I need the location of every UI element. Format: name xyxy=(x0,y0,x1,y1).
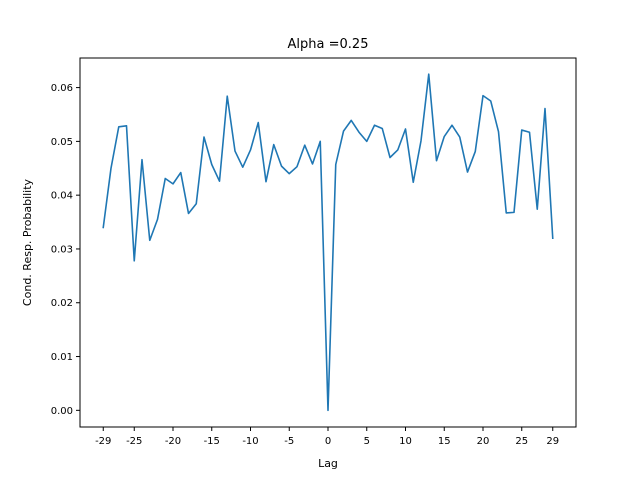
data-point xyxy=(118,126,119,127)
data-point xyxy=(451,125,452,126)
x-axis-ticks: -29 -25 -20 -15 -10 -5 0 5 10 15 20 25 29 xyxy=(95,427,559,447)
data-point xyxy=(227,96,228,97)
data-point xyxy=(521,129,522,130)
data-point xyxy=(374,125,375,126)
data-point xyxy=(475,151,476,152)
y-tick-label: 0.03 xyxy=(51,244,73,255)
data-point xyxy=(467,171,468,172)
data-point xyxy=(180,172,181,173)
x-tick-label: -25 xyxy=(126,436,142,447)
data-point xyxy=(273,144,274,145)
data-point xyxy=(103,227,104,228)
y-tick-label: 0.06 xyxy=(51,83,73,94)
data-point xyxy=(428,74,429,75)
data-point xyxy=(203,136,204,137)
data-point xyxy=(397,149,398,150)
series-layer xyxy=(102,73,554,412)
data-point xyxy=(490,100,491,101)
x-tick-label: 0 xyxy=(325,436,331,447)
y-axis-ticks: 0.00 0.01 0.02 0.03 0.04 0.05 0.06 xyxy=(51,83,80,417)
data-point xyxy=(172,183,173,184)
data-point xyxy=(513,212,514,213)
data-point xyxy=(304,145,305,146)
x-tick-label: -20 xyxy=(165,436,181,447)
data-point xyxy=(320,141,321,142)
x-tick-label: -10 xyxy=(242,436,258,447)
data-point xyxy=(149,240,150,241)
x-tick-label: 15 xyxy=(438,436,451,447)
x-axis-label: Lag xyxy=(318,457,338,470)
data-point xyxy=(188,213,189,214)
data-point xyxy=(459,136,460,137)
series-line xyxy=(102,73,554,412)
data-point xyxy=(165,178,166,179)
data-point xyxy=(413,182,414,183)
data-point xyxy=(219,181,220,182)
data-point xyxy=(289,173,290,174)
data-point xyxy=(506,212,507,213)
x-tick-label: 25 xyxy=(515,436,528,447)
data-point xyxy=(382,128,383,129)
data-point xyxy=(389,157,390,158)
data-point xyxy=(265,181,266,182)
y-tick-label: 0.01 xyxy=(51,352,73,363)
data-point xyxy=(405,128,406,129)
data-point xyxy=(258,122,259,123)
data-point xyxy=(157,219,158,220)
data-point xyxy=(134,260,135,261)
data-point xyxy=(552,238,553,239)
data-point xyxy=(544,108,545,109)
data-point xyxy=(312,163,313,164)
data-point xyxy=(327,410,328,411)
data-point xyxy=(420,140,421,141)
y-axis-label: Cond. Resp. Probability xyxy=(21,178,34,306)
data-point xyxy=(498,131,499,132)
data-point xyxy=(110,168,111,169)
y-tick-label: 0.05 xyxy=(51,137,73,148)
data-point xyxy=(250,149,251,150)
data-point xyxy=(444,136,445,137)
data-point xyxy=(343,131,344,132)
data-point xyxy=(358,132,359,133)
data-point xyxy=(234,150,235,151)
data-point xyxy=(482,95,483,96)
x-tick-label: -29 xyxy=(95,436,111,447)
data-point xyxy=(351,120,352,121)
data-point xyxy=(537,209,538,210)
y-tick-label: 0.04 xyxy=(51,191,73,202)
y-tick-label: 0.02 xyxy=(51,298,73,309)
chart-title: Alpha =0.25 xyxy=(288,37,369,52)
x-tick-label: -15 xyxy=(204,436,220,447)
x-tick-label: 29 xyxy=(546,436,559,447)
x-tick-label: -5 xyxy=(284,436,294,447)
data-point xyxy=(436,160,437,161)
data-point xyxy=(126,125,127,126)
y-tick-label: 0.00 xyxy=(51,406,73,417)
data-point xyxy=(529,132,530,133)
data-point xyxy=(296,166,297,167)
x-tick-label: 10 xyxy=(399,436,412,447)
data-point xyxy=(211,164,212,165)
x-tick-label: 20 xyxy=(477,436,490,447)
plot-area xyxy=(79,57,577,428)
data-point xyxy=(366,141,367,142)
data-point xyxy=(281,166,282,167)
x-tick-label: 5 xyxy=(364,436,370,447)
data-point xyxy=(242,167,243,168)
data-point xyxy=(196,203,197,204)
data-point xyxy=(141,159,142,160)
data-point xyxy=(335,164,336,165)
